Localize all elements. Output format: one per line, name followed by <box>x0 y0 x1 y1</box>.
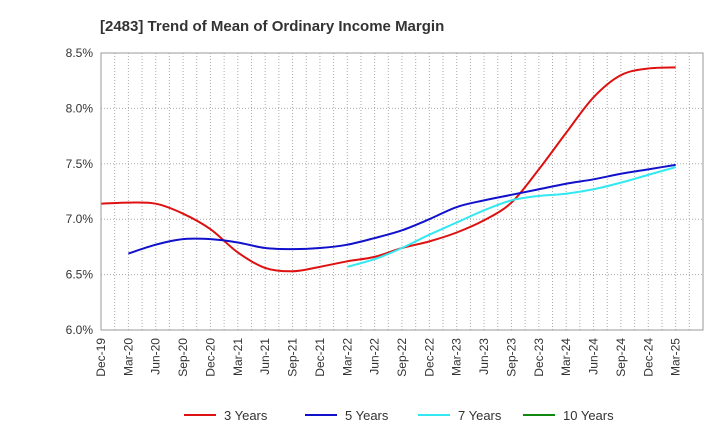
x-tick-label: Dec-21 <box>313 338 327 377</box>
x-tick-label: Mar-21 <box>231 338 245 376</box>
x-tick-label: Sep-24 <box>614 338 628 377</box>
x-tick-label: Sep-21 <box>286 338 300 377</box>
x-tick-label: Jun-23 <box>477 338 491 375</box>
y-tick-label: 8.0% <box>66 101 94 115</box>
x-tick-label: Dec-19 <box>94 338 108 377</box>
x-axis: Dec-19 Mar-20 Jun-20 Sep-20 Dec-20 Mar-21 Jun-… <box>94 338 683 377</box>
plot-border <box>100 52 704 331</box>
legend-label: 10 Years <box>563 408 614 423</box>
x-tick-label: Sep-20 <box>176 338 190 377</box>
x-tick-label: Dec-24 <box>641 338 655 377</box>
x-tick-label: Mar-24 <box>559 338 573 376</box>
x-tick-label: Jun-24 <box>587 338 601 375</box>
x-tick-label: Mar-25 <box>669 338 683 376</box>
x-tick-label: Dec-22 <box>422 338 436 377</box>
x-tick-label: Jun-21 <box>258 338 272 375</box>
x-tick-label: Sep-22 <box>395 338 409 377</box>
y-tick-label: 6.0% <box>66 323 94 337</box>
x-tick-label: Dec-23 <box>532 338 546 377</box>
chart-title: [2483] Trend of Mean of Ordinary Income … <box>100 18 444 35</box>
series-line-7-years <box>347 166 676 268</box>
legend-label: 5 Years <box>345 408 389 423</box>
x-tick-label: Mar-22 <box>340 338 354 376</box>
x-tick-label: Sep-23 <box>504 338 518 377</box>
x-tick-label: Mar-23 <box>450 338 464 376</box>
legend-label: 3 Years <box>224 408 268 423</box>
series-line-5-years <box>128 163 676 255</box>
y-tick-label: 6.5% <box>66 268 94 282</box>
grid <box>101 52 703 331</box>
y-axis: 6.0% 6.5% 7.0% 7.5% 8.0% 8.5% <box>66 46 94 337</box>
series-lines <box>100 66 676 273</box>
legend: 3 Years 5 Years 7 Years 10 Years <box>184 408 614 423</box>
x-tick-label: Dec-20 <box>203 338 217 377</box>
series-line-3-years <box>100 66 676 273</box>
x-tick-label: Jun-22 <box>368 338 382 375</box>
legend-label: 7 Years <box>458 408 502 423</box>
x-tick-label: Mar-20 <box>121 338 135 376</box>
x-tick-label: Jun-20 <box>149 338 163 375</box>
y-tick-label: 8.5% <box>66 46 94 60</box>
y-tick-label: 7.5% <box>66 157 94 171</box>
y-tick-label: 7.0% <box>66 212 94 226</box>
